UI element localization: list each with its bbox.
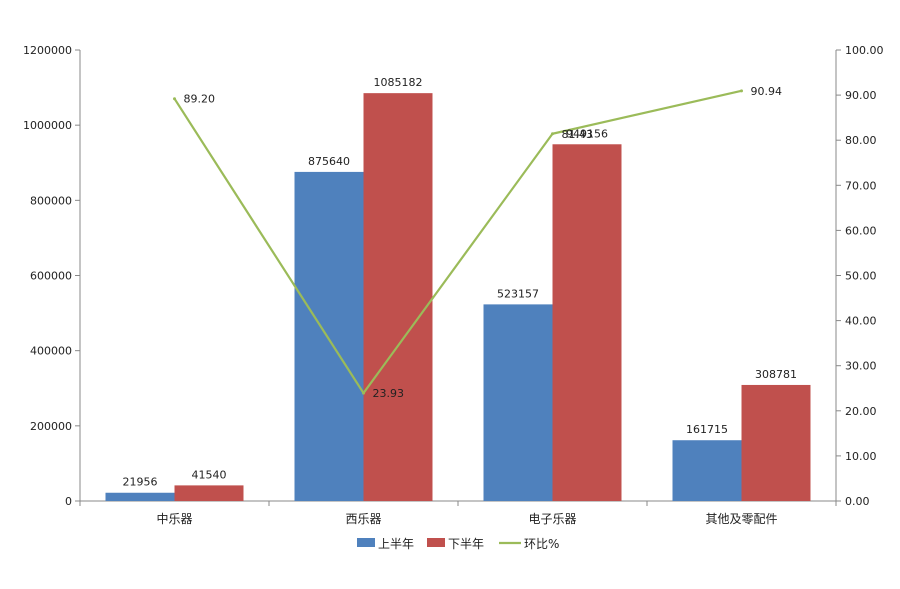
line-point — [551, 132, 554, 136]
line-point — [362, 391, 365, 395]
legend-swatch — [357, 538, 375, 547]
x-tick-label: 其他及零配件 — [705, 512, 777, 526]
y-right-tick-label: 0.00 — [845, 495, 870, 508]
y-left-tick-label: 600000 — [30, 270, 72, 283]
y-left-tick-label: 1000000 — [23, 119, 72, 132]
bar-data-label: 949156 — [566, 127, 608, 140]
y-left-tick-label: 800000 — [30, 194, 72, 207]
line-series-mom — [173, 89, 742, 395]
line-data-label: 81.43 — [562, 128, 594, 141]
y-right-tick-label: 60.00 — [845, 224, 877, 237]
line-point — [173, 97, 176, 101]
x-tick-label: 西乐器 — [345, 512, 381, 526]
y-left-tick-label: 200000 — [30, 420, 72, 433]
legend-swatch — [427, 538, 445, 547]
bar-first-half — [672, 440, 742, 501]
line-point — [740, 89, 743, 93]
line-data-label: 89.20 — [184, 93, 216, 106]
x-tick-label: 电子乐器 — [528, 512, 576, 526]
legend-label: 下半年 — [448, 537, 484, 551]
y-right-tick-label: 90.00 — [845, 89, 877, 102]
bar-first-half — [294, 171, 364, 501]
bar-data-label: 523157 — [497, 287, 539, 300]
bar-data-label: 1085182 — [374, 76, 423, 89]
y-left-tick-label: 0 — [65, 495, 72, 508]
labels-layer: 21956 875640 523157 161715 41540 1085182 94915… — [123, 76, 798, 489]
y-right-tick-label: 10.00 — [845, 450, 877, 463]
bar-data-label: 41540 — [192, 468, 227, 481]
bar-data-label: 308781 — [755, 368, 797, 381]
y-right-tick-label: 50.00 — [845, 270, 877, 283]
y-right-tick-label: 40.00 — [845, 315, 877, 328]
y-right-tick-label: 70.00 — [845, 179, 877, 192]
y-right-tick-label: 80.00 — [845, 134, 877, 147]
line-layer — [173, 89, 743, 395]
bars-layer — [105, 93, 811, 501]
legend-label: 环比% — [524, 537, 559, 551]
axes-layer: 0 200000 400000 600000 800000 1000000 1200000 0… — [23, 44, 884, 526]
legend: 上半年 下半年 环比% — [357, 537, 559, 551]
y-left-tick-label: 1200000 — [23, 44, 72, 57]
bar-first-half — [483, 304, 553, 501]
y-right-tick-label: 100.00 — [845, 44, 884, 57]
legend-label: 上半年 — [378, 537, 414, 551]
bar-data-label: 875640 — [308, 155, 350, 168]
bar-data-label: 21956 — [123, 476, 158, 489]
y-right-tick-label: 20.00 — [845, 405, 877, 418]
bar-second-half — [741, 384, 811, 501]
bar-second-half — [363, 93, 433, 501]
y-right-tick-label: 30.00 — [845, 360, 877, 373]
x-tick-label: 中乐器 — [156, 511, 192, 526]
bar-data-label: 161715 — [686, 423, 728, 436]
bar-second-half — [552, 144, 622, 501]
line-data-label: 90.94 — [751, 85, 783, 98]
y-left-tick-label: 400000 — [30, 345, 72, 358]
bar-second-half — [174, 485, 244, 501]
line-data-label: 23.93 — [373, 387, 405, 400]
bar-first-half — [105, 492, 175, 501]
